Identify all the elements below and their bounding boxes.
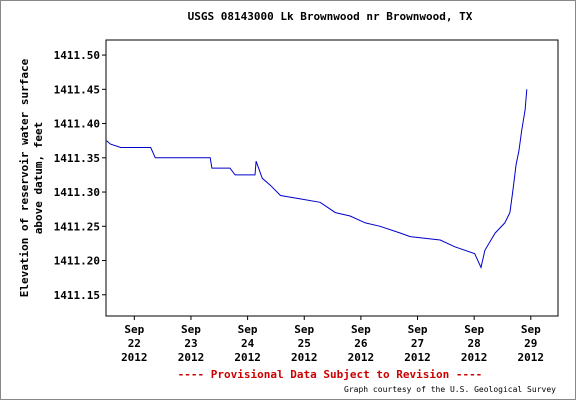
x-tick-label: Sep 25 2012 [291,323,318,364]
chart-title: USGS 08143000 Lk Brownwood nr Brownwood,… [188,10,473,23]
y-tick-label: 1411.20 [54,255,100,268]
y-tick-label: 1411.25 [54,220,100,233]
x-tick-label: Sep 29 2012 [518,323,545,364]
y-tick-label: 1411.50 [54,49,100,62]
y-axis-label: above datum, feet [32,122,45,235]
y-axis-label: Elevation of reservoir water surface [18,58,31,297]
x-tick-label: Sep 23 2012 [178,323,205,364]
x-tick-label: Sep 22 2012 [121,323,148,364]
y-tick-label: 1411.30 [54,186,100,199]
y-tick-label: 1411.35 [54,152,100,165]
x-tick-label: Sep 27 2012 [404,323,431,364]
data-line [106,89,528,269]
plot-area [105,39,559,317]
credit: Graph courtesy of the U.S. Geological Su… [344,385,556,394]
x-tick-label: Sep 26 2012 [348,323,375,364]
x-tick-label: Sep 24 2012 [234,323,261,364]
y-tick-label: 1411.45 [54,83,100,96]
y-tick-label: 1411.40 [54,118,100,131]
y-tick-label: 1411.15 [54,289,100,302]
footer: ---- Provisional Data Subject to Revisio… [178,368,483,381]
x-tick-label: Sep 28 2012 [461,323,488,364]
